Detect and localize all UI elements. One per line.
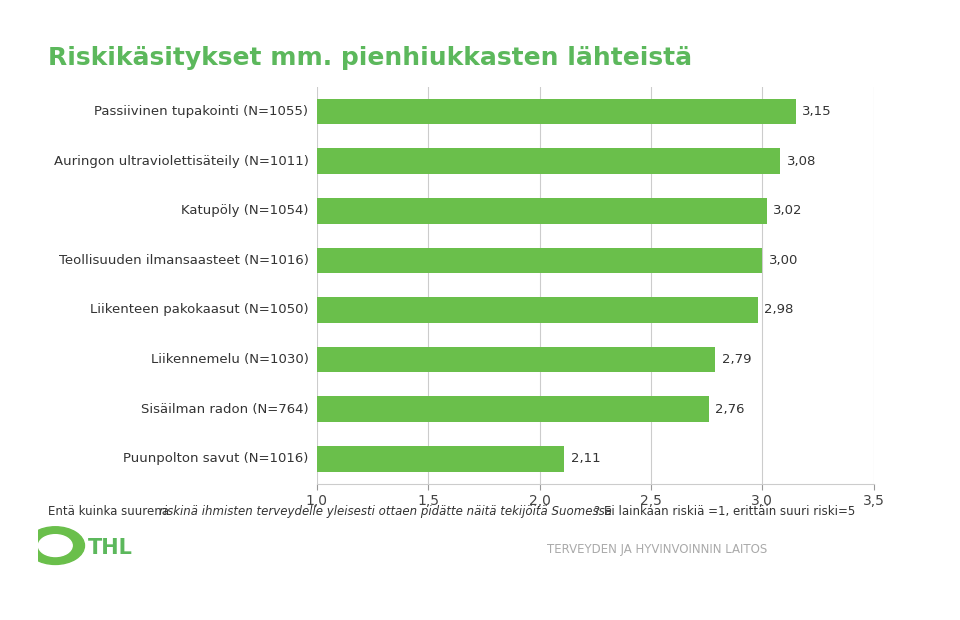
Text: 3,08: 3,08	[787, 155, 816, 167]
Text: Kansanterveyspäivät  9.12.2013: Kansanterveyspäivät 9.12.2013	[378, 596, 582, 609]
Text: Entä kuinka suurena: Entä kuinka suurena	[48, 505, 173, 518]
Bar	[317, 446, 564, 472]
Text: 3,15: 3,15	[803, 105, 832, 118]
Text: 3,02: 3,02	[774, 205, 803, 217]
Text: Liikennemelu (N=1030): Liikennemelu (N=1030)	[151, 353, 308, 366]
Text: Liikenteen pakokaasut (N=1050): Liikenteen pakokaasut (N=1050)	[90, 304, 308, 316]
Text: Katupöly (N=1054): Katupöly (N=1054)	[180, 205, 308, 217]
Bar	[317, 198, 767, 224]
Text: riskinä ihmisten terveydelle yleisesti ottaen pidätte näitä tekijöitä Suomessa: riskinä ihmisten terveydelle yleisesti o…	[159, 505, 612, 518]
Bar	[317, 297, 757, 323]
Text: Passiivinen tupakointi (N=1055): Passiivinen tupakointi (N=1055)	[94, 105, 308, 118]
Text: 9.12.2013: 9.12.2013	[19, 596, 83, 609]
Text: Sisäilman radon (N=764): Sisäilman radon (N=764)	[141, 403, 308, 415]
Bar	[317, 247, 762, 273]
Bar	[317, 347, 715, 373]
Text: Auringon ultraviolettisäteily (N=1011): Auringon ultraviolettisäteily (N=1011)	[54, 155, 308, 167]
Text: TERVEYDEN JA HYVINVOINNIN LAITOS: TERVEYDEN JA HYVINVOINNIN LAITOS	[547, 542, 767, 556]
Text: THL: THL	[88, 538, 133, 558]
Text: 2,79: 2,79	[722, 353, 752, 366]
Text: 2,11: 2,11	[570, 453, 600, 465]
Bar	[317, 396, 708, 422]
Circle shape	[38, 534, 72, 557]
Circle shape	[26, 527, 84, 564]
Text: Riskikäsitykset mm. pienhiukkasten lähteistä: Riskikäsitykset mm. pienhiukkasten lähte…	[48, 46, 692, 71]
Bar	[317, 99, 796, 125]
Text: ? Ei lainkaan riskiä =1, erittäin suuri riski=5: ? Ei lainkaan riskiä =1, erittäin suuri …	[593, 505, 855, 518]
Bar	[317, 148, 780, 174]
Text: 3,00: 3,00	[769, 254, 799, 267]
Text: 6: 6	[933, 596, 941, 609]
Text: 2,98: 2,98	[764, 304, 794, 316]
Text: 2,76: 2,76	[715, 403, 745, 415]
Text: Puunpolton savut (N=1016): Puunpolton savut (N=1016)	[123, 453, 308, 465]
Text: Teollisuuden ilmansaasteet (N=1016): Teollisuuden ilmansaasteet (N=1016)	[59, 254, 308, 267]
